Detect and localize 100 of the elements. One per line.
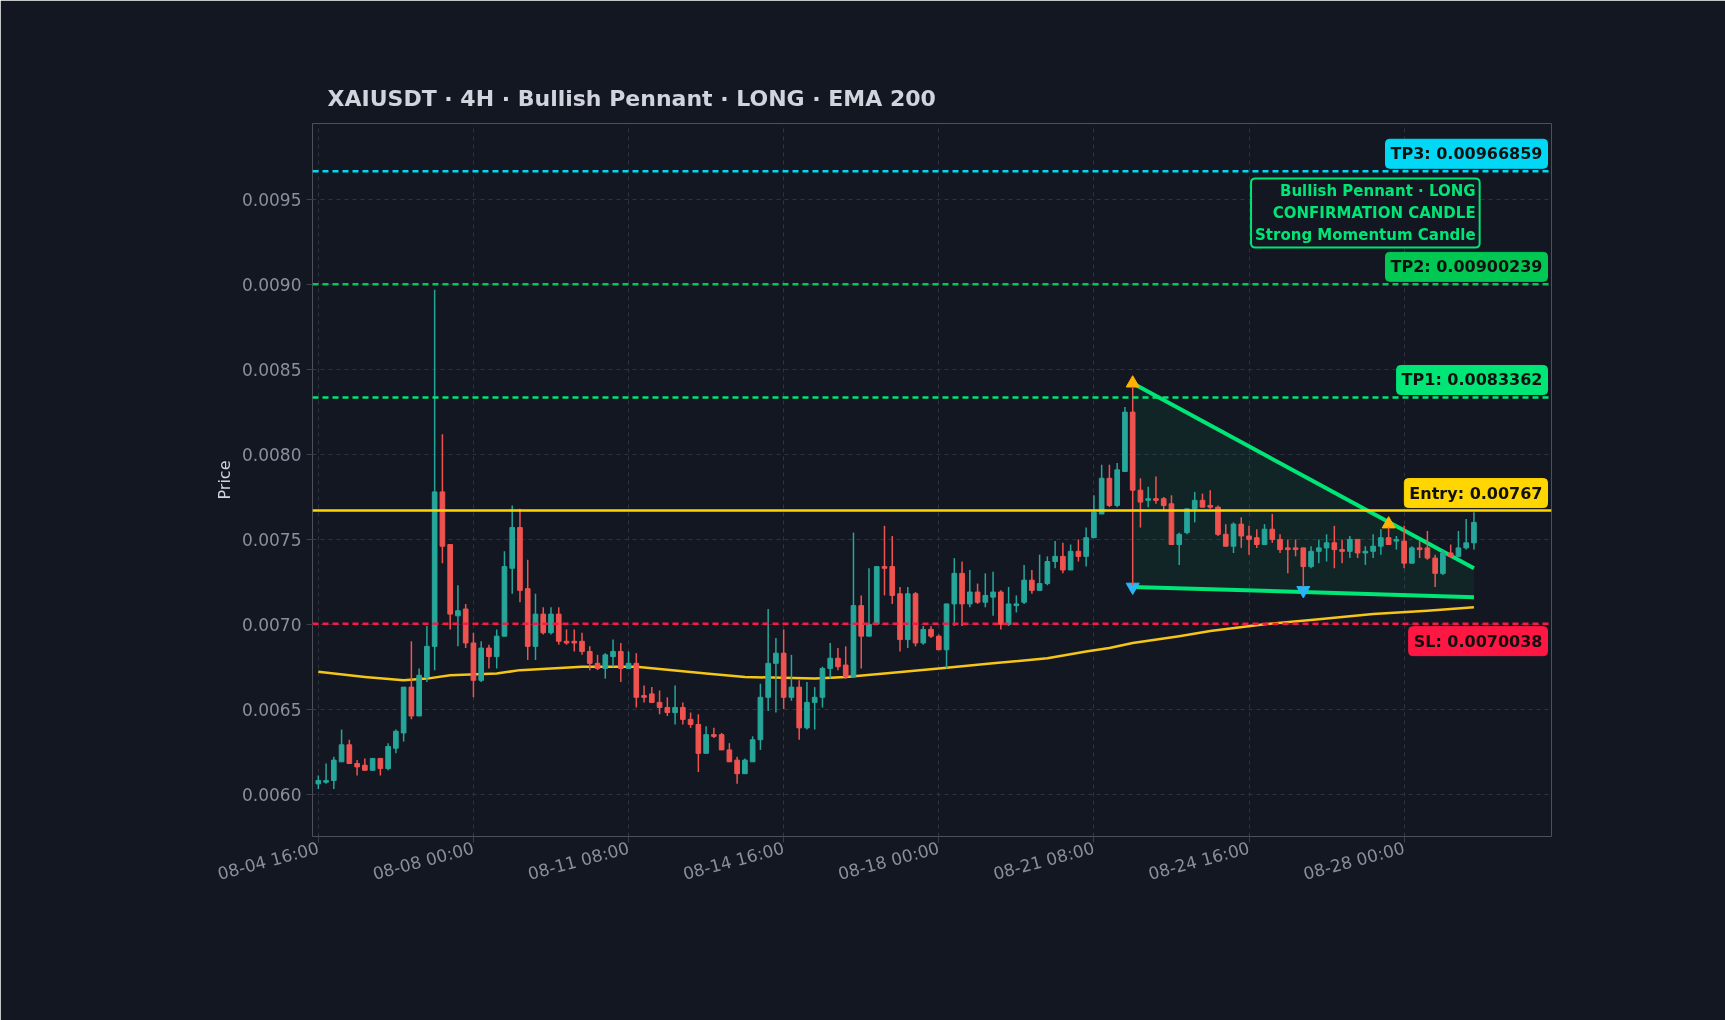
candlestick	[835, 647, 841, 671]
candlestick	[331, 755, 337, 790]
candlestick	[827, 642, 834, 680]
candlestick	[920, 625, 927, 646]
candlestick	[1401, 525, 1407, 570]
y-tick-label: 0.0060	[242, 784, 302, 805]
chart-title: XAIUSDT · 4H · Bullish Pennant · LONG · EMA 200	[327, 86, 936, 111]
candlestick	[1378, 528, 1384, 556]
x-tick-label: 08-04 16:00	[215, 837, 321, 884]
candlestick	[617, 642, 624, 683]
candlestick	[1021, 564, 1027, 605]
candlestick	[641, 684, 647, 704]
candlestick	[1253, 528, 1260, 549]
candlestick	[1230, 521, 1237, 554]
candlestick	[455, 584, 461, 648]
candlestick	[711, 727, 717, 739]
candlestick	[1052, 540, 1058, 570]
candlestick	[1222, 523, 1229, 547]
candlestick	[1246, 525, 1252, 556]
candlestick	[1362, 545, 1369, 566]
ref-line-label: Entry: 0.00767	[1409, 483, 1543, 503]
candlestick	[338, 728, 345, 763]
x-tick-label: 08-21 08:00	[991, 837, 1097, 884]
candlestick	[1137, 477, 1144, 529]
candlestick	[881, 525, 888, 597]
x-tick-label: 08-11 08:00	[525, 837, 632, 884]
candlestick	[726, 742, 733, 763]
candlestick	[1145, 486, 1152, 508]
y-tick-label: 0.0080	[242, 445, 302, 466]
candlestick	[1238, 516, 1245, 549]
candlestick	[773, 637, 779, 714]
candlestick	[1339, 538, 1345, 564]
candlestick	[1083, 526, 1089, 568]
candlestick	[1261, 523, 1268, 546]
candlestick	[788, 654, 795, 702]
candlestick	[1316, 538, 1322, 564]
candlestick	[1463, 518, 1470, 551]
candlestick	[610, 638, 616, 668]
candlestick	[982, 572, 989, 609]
candlestick	[1347, 535, 1353, 559]
candlestick	[1075, 538, 1082, 563]
candlestick	[346, 738, 353, 765]
x-tick-label: 08-18 00:00	[835, 837, 942, 884]
x-tick-label: 08-08 00:00	[370, 837, 477, 884]
x-tick-label: 08-28 00:00	[1301, 837, 1407, 884]
candlestick	[842, 645, 849, 680]
candlestick	[672, 684, 678, 726]
candlestick	[579, 632, 585, 656]
candlestick	[1471, 511, 1477, 551]
candlestick	[323, 762, 329, 785]
candlestick	[1060, 542, 1066, 575]
candlestick	[1331, 525, 1338, 570]
candlestick	[1153, 475, 1159, 505]
candlestick	[486, 643, 492, 670]
candlestick	[1284, 538, 1291, 575]
candlestick	[703, 725, 709, 755]
y-tick-label: 0.0085	[242, 360, 302, 381]
candlestick	[1308, 545, 1314, 570]
candlestick	[1440, 548, 1446, 576]
candlestick	[990, 570, 996, 617]
candlestick	[974, 582, 981, 605]
candlestick	[1432, 553, 1438, 588]
candlestick	[866, 567, 872, 637]
candlestick	[393, 728, 399, 755]
candlestick	[385, 742, 391, 772]
ref-line-label: TP2: 0.00900239	[1390, 257, 1543, 277]
y-tick-label: 0.0075	[242, 529, 302, 550]
y-tick-label: 0.0090	[242, 275, 302, 296]
candlestick	[1277, 533, 1283, 554]
y-axis-title: Price	[215, 460, 235, 500]
ref-line-label: TP1: 0.0083362	[1401, 370, 1543, 390]
candlestick	[1176, 531, 1183, 566]
candlestick	[602, 652, 609, 680]
ref-line-label: SL: 0.0070038	[1413, 631, 1543, 651]
candlestick	[1354, 538, 1361, 559]
candlestick	[1207, 489, 1214, 510]
y-tick-label: 0.0065	[242, 699, 302, 720]
candlestick	[966, 569, 973, 609]
candlestick	[1269, 513, 1276, 544]
candlestick	[1184, 508, 1190, 536]
candlestick	[586, 645, 593, 671]
y-tick-label: 0.0070	[242, 614, 302, 635]
candlestick	[1067, 543, 1074, 571]
candlestick	[749, 735, 756, 763]
candlestick	[811, 686, 818, 731]
y-tick-label: 0.0095	[242, 190, 302, 211]
candlestick	[571, 628, 578, 653]
candlestick	[1029, 569, 1035, 595]
candlestick	[680, 701, 686, 726]
candlestick	[734, 755, 740, 785]
candlestick	[1191, 491, 1198, 524]
candlestick	[1455, 530, 1462, 558]
candlestick	[548, 606, 554, 636]
candlestick	[1370, 533, 1376, 559]
annotation: Bullish Pennant · LONG CONFIRMATION CANDLE Strong Momentum Candle	[1255, 182, 1476, 244]
candlestick	[493, 628, 500, 670]
candlestick	[1323, 533, 1330, 563]
candlestick	[540, 606, 547, 636]
x-tick-label: 08-24 16:00	[1146, 837, 1252, 884]
x-tick-label: 08-14 16:00	[680, 837, 787, 884]
